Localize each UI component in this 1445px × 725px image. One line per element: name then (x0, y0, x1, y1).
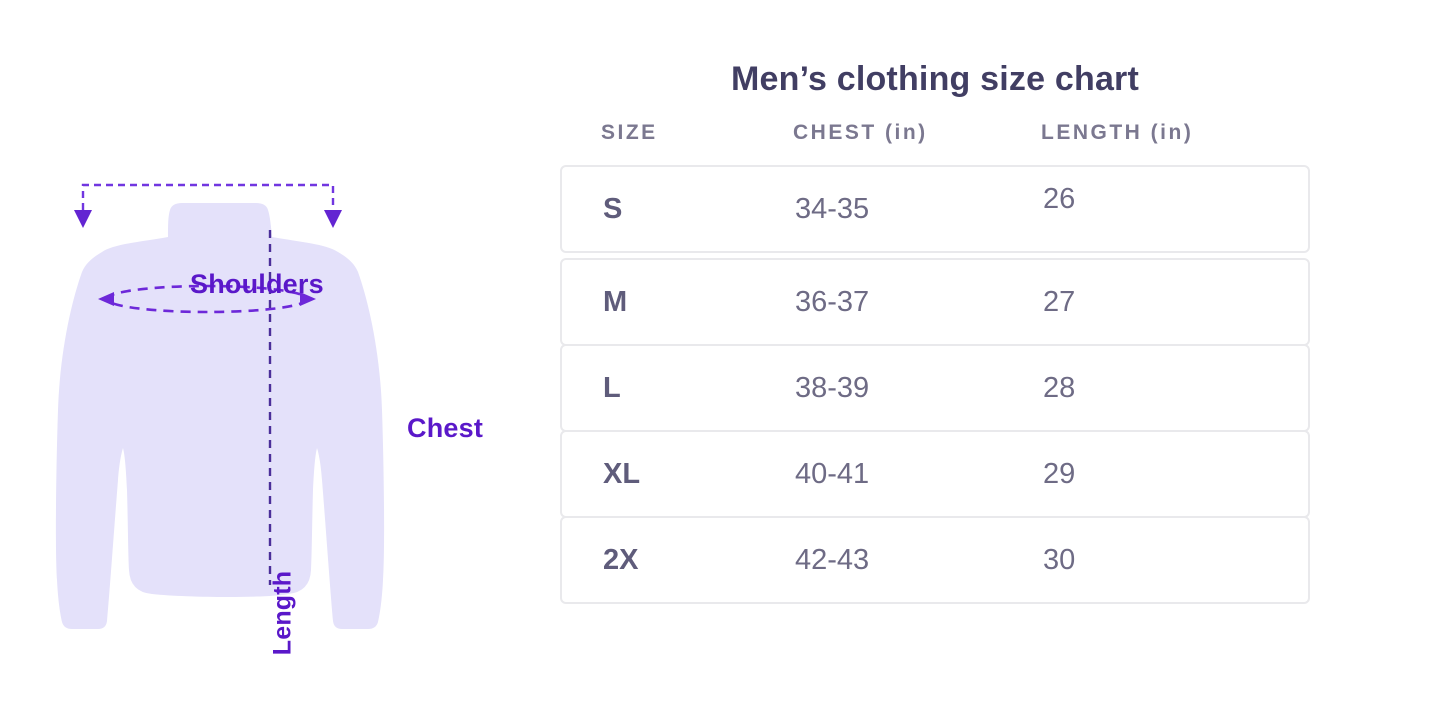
page-title: Men’s clothing size chart (730, 60, 1140, 98)
shoulders-arrow (74, 183, 342, 228)
cell-chest: 42-43 (795, 543, 870, 576)
cell-chest: 40-41 (795, 457, 870, 490)
table-row: L 38-39 28 (560, 344, 1310, 432)
cell-size: S (603, 192, 623, 225)
size-chart: Men’s clothing size chart SIZE CHEST (in… (560, 0, 1310, 604)
shirt-diagram-svg (55, 183, 385, 629)
cell-length: 29 (1043, 457, 1076, 490)
cell-chest: 34-35 (795, 192, 870, 225)
cell-size: XL (603, 457, 641, 490)
column-header-length: LENGTH (in) (1041, 121, 1194, 144)
shoulders-label: Shoulders (190, 269, 324, 299)
cell-size: 2X (603, 543, 639, 576)
cell-length: 30 (1043, 543, 1076, 576)
length-label: Length (268, 570, 297, 656)
table-header-row: SIZE CHEST (in) LENGTH (in) (560, 118, 1310, 148)
cell-size: M (603, 285, 628, 318)
shirt-silhouette (55, 203, 385, 629)
column-header-chest: CHEST (in) (793, 121, 928, 144)
chest-label: Chest (407, 413, 484, 443)
cell-length: 28 (1043, 371, 1076, 404)
cell-chest: 38-39 (795, 371, 870, 404)
column-header-size: SIZE (601, 121, 658, 144)
table-row: XL 40-41 29 (560, 430, 1310, 518)
table-row: 2X 42-43 30 (560, 516, 1310, 604)
size-table: S 34-35 26 M 36-37 27 L 38-39 28 XL 40-4… (560, 165, 1310, 604)
cell-length: 26 (1043, 182, 1076, 215)
table-row: S 34-35 26 (560, 165, 1310, 253)
shirt-illustration: Shoulders Chest Length (40, 130, 483, 670)
cell-size: L (603, 371, 621, 404)
cell-chest: 36-37 (795, 285, 870, 318)
cell-length: 27 (1043, 285, 1076, 318)
chest-ellipse (98, 284, 316, 314)
table-row: M 36-37 27 (560, 258, 1310, 346)
